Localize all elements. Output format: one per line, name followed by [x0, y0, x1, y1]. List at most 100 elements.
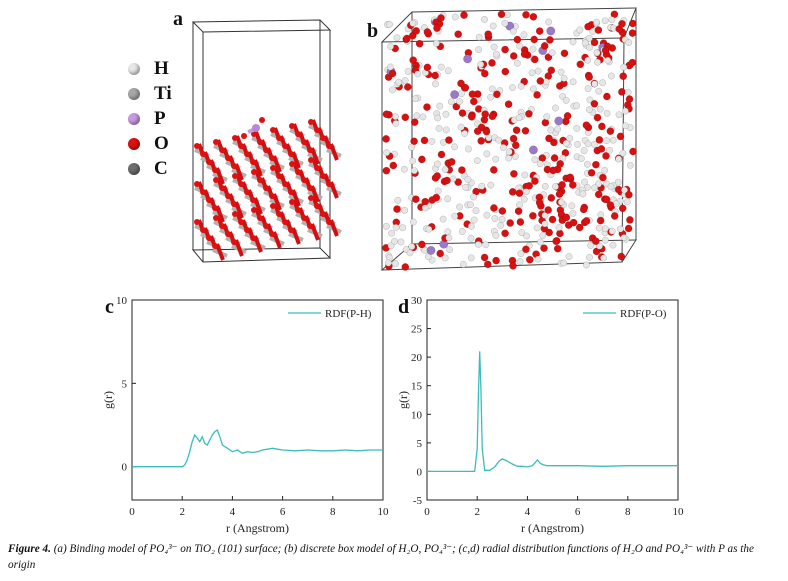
o-atom	[628, 19, 637, 28]
o-atom	[219, 147, 225, 153]
h-atom	[433, 160, 441, 168]
o-atom	[508, 188, 517, 196]
h-atom	[449, 175, 457, 183]
h-atom	[573, 102, 581, 110]
o-atom	[288, 189, 294, 195]
o-atom	[515, 189, 524, 198]
h-atom	[382, 222, 390, 230]
h-atom	[439, 215, 447, 223]
o-bond	[253, 235, 263, 253]
h-atom	[621, 107, 629, 115]
h-atom	[534, 255, 542, 263]
h-atom	[596, 105, 604, 113]
h-atom	[562, 96, 570, 104]
h-atom	[582, 261, 590, 269]
h-atom	[616, 225, 624, 233]
h-atom	[425, 225, 433, 233]
h-atom	[395, 78, 403, 86]
o-atom	[498, 207, 507, 215]
o-atom	[276, 173, 282, 179]
o-atom	[480, 69, 489, 78]
o-atom	[525, 181, 534, 190]
o-atom	[468, 90, 477, 99]
o-atom	[231, 201, 237, 207]
plot-frame	[426, 299, 679, 501]
h-atom	[456, 98, 463, 106]
h-atom	[607, 72, 615, 80]
h-atom	[421, 204, 429, 212]
legend-label: H	[154, 58, 169, 79]
o-atom	[492, 256, 500, 265]
h-atom	[621, 186, 628, 194]
o-atom	[590, 38, 599, 47]
panel-a: a H Ti P O C	[0, 0, 360, 290]
o-atom	[618, 204, 627, 213]
o-atom	[393, 205, 401, 213]
o-bond	[272, 231, 282, 249]
o-atom	[525, 255, 534, 264]
h-atom	[441, 254, 449, 262]
o-atom	[219, 185, 225, 191]
h-atom	[593, 49, 601, 57]
o-atom	[506, 219, 515, 227]
panel-b: b	[360, 0, 788, 290]
legend-item-h: H	[128, 58, 169, 80]
y-tick-label: 20	[411, 352, 423, 364]
h-atom	[594, 58, 601, 66]
o-atom	[454, 178, 463, 186]
h-atom	[388, 229, 396, 237]
h-atom	[474, 240, 482, 248]
h-atom	[601, 236, 609, 244]
h-atom	[477, 60, 485, 68]
o-atom	[308, 119, 314, 125]
h-atom	[593, 18, 600, 26]
h-atom	[482, 241, 490, 249]
o-atom	[513, 35, 522, 44]
o-atom	[541, 118, 550, 127]
h-atom	[541, 182, 549, 190]
o-atom	[301, 139, 307, 145]
o-atom	[533, 91, 541, 99]
o-atom	[308, 157, 314, 163]
h-atom	[451, 212, 459, 220]
o-atom	[563, 112, 572, 120]
o-atom	[593, 113, 602, 122]
h-atom	[520, 31, 528, 39]
o-atom	[257, 177, 263, 183]
h-atom	[552, 104, 559, 112]
o-atom	[490, 204, 498, 212]
h-atom	[492, 232, 500, 239]
h-atom	[606, 146, 613, 154]
o-atom	[410, 118, 419, 127]
o-atom	[568, 181, 577, 189]
o-atom	[206, 159, 212, 165]
legend-label: RDF(P-O)	[620, 308, 667, 320]
h-atom	[624, 88, 632, 96]
o-atom	[529, 12, 538, 21]
o-atom	[225, 155, 231, 161]
o-atom	[547, 66, 556, 75]
h-atom	[595, 180, 603, 188]
tio2-slab-model	[191, 19, 342, 263]
h-atom	[523, 232, 531, 240]
o-bond	[291, 151, 301, 169]
h-atom	[410, 167, 418, 175]
o-atom	[469, 97, 478, 106]
h-atom	[560, 74, 568, 82]
h-atom	[392, 113, 399, 121]
o-atom	[320, 135, 326, 141]
o-atom	[606, 127, 615, 136]
h-atom	[585, 34, 593, 42]
o-atom	[591, 237, 600, 246]
h-atom	[389, 86, 396, 94]
h-atom	[601, 17, 609, 25]
h-atom	[516, 258, 524, 265]
o-atom	[409, 56, 418, 65]
o-atom	[585, 73, 594, 81]
h-atom	[467, 254, 475, 262]
h-atom	[408, 143, 415, 151]
o-atom	[552, 237, 561, 246]
o-atom	[238, 143, 244, 149]
o-atom	[423, 28, 432, 36]
o-atom	[212, 167, 218, 173]
